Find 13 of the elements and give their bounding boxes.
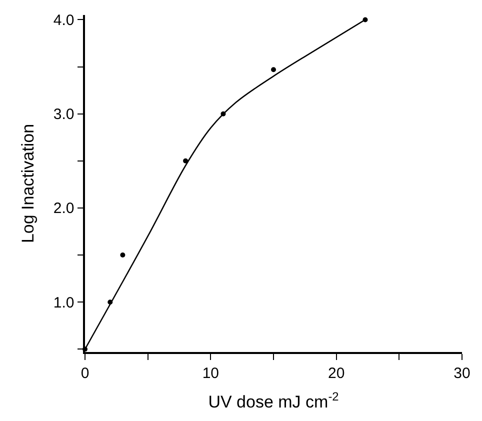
x-axis-title: UV dose mJ cm$^{-2}$ xyxy=(208,390,340,412)
y-tick-label: 4.0 xyxy=(53,12,74,29)
point xyxy=(183,158,188,164)
x-tick-label: 30 xyxy=(454,364,470,382)
x-tick-label: 10 xyxy=(202,364,220,382)
y-tick-label: 3.0 xyxy=(53,106,74,124)
y-tick-label: 1.0 xyxy=(53,294,74,312)
point xyxy=(271,67,276,72)
point xyxy=(120,252,126,258)
y-axis-title: Log Inactivation xyxy=(18,124,38,244)
x-tick-label: 0 xyxy=(80,364,90,382)
y-tick-label: 2.0 xyxy=(53,200,74,218)
x-tick-label: 20 xyxy=(328,364,345,382)
